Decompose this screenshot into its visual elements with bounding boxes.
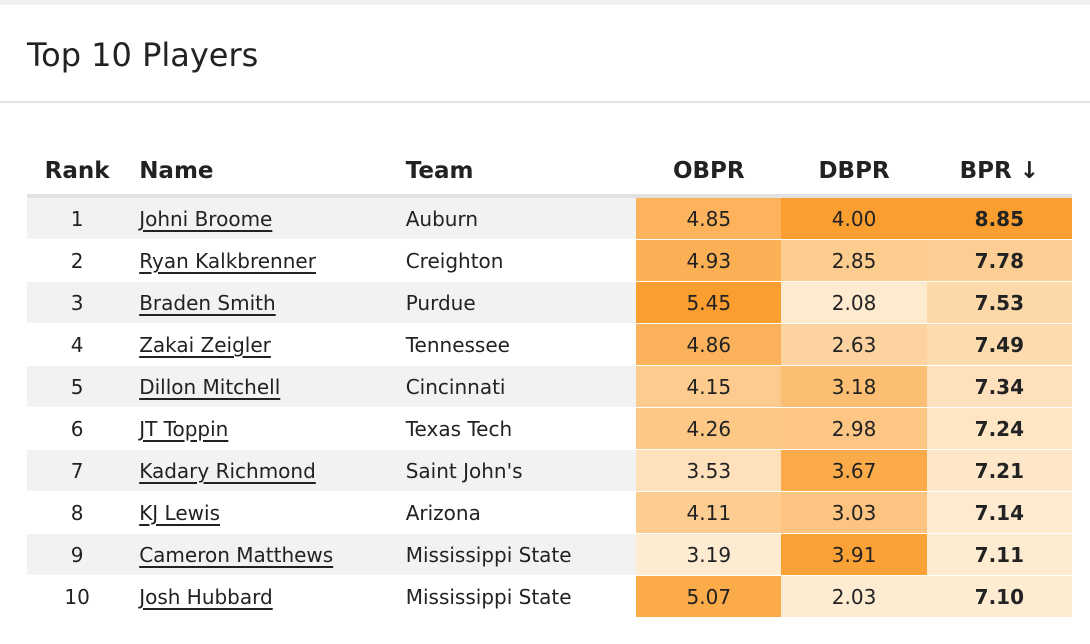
obpr-cell: 3.19: [636, 533, 782, 576]
rank-cell: 4: [27, 323, 128, 366]
name-cell: Johni Broome: [127, 196, 406, 240]
dbpr-cell: 2.03: [781, 575, 927, 618]
player-link[interactable]: Kadary Richmond: [139, 458, 316, 483]
name-cell: Kadary Richmond: [127, 449, 406, 492]
obpr-cell: 4.86: [636, 323, 782, 366]
bpr-cell: 7.10: [926, 575, 1072, 618]
player-link[interactable]: Zakai Zeigler: [139, 332, 271, 357]
table-row: 1 Johni Broome Auburn 4.85 4.00 8.85: [27, 196, 1072, 240]
dbpr-cell: 3.03: [781, 491, 927, 534]
team-cell: Saint John's: [405, 449, 637, 492]
obpr-cell: 4.85: [636, 196, 782, 240]
rank-cell: 9: [27, 533, 128, 576]
table-row: 9 Cameron Matthews Mississippi State 3.19 3.…: [27, 533, 1072, 576]
team-cell: Arizona: [405, 491, 637, 534]
rank-cell: 7: [27, 449, 128, 492]
column-header: Rank: [27, 148, 128, 198]
table-row: 4 Zakai Zeigler Tennessee 4.86 2.63 7.49: [27, 323, 1072, 366]
table-row: 7 Kadary Richmond Saint John's 3.53 3.67 7.21: [27, 449, 1072, 492]
rank-cell: 1: [27, 196, 128, 240]
name-cell: KJ Lewis: [127, 491, 406, 534]
team-cell: Purdue: [405, 281, 637, 324]
name-cell: Cameron Matthews: [127, 533, 406, 576]
title: Top 10 Players: [27, 36, 259, 74]
player-link[interactable]: Josh Hubbard: [139, 584, 273, 609]
player-link[interactable]: KJ Lewis: [139, 500, 220, 525]
bpr-cell: 8.85: [926, 196, 1072, 240]
name-cell: Ryan Kalkbrenner: [127, 239, 406, 282]
players-table: Rank Name Team OBPR DBPR BPR ↓ 1 Johni Broome A…: [27, 148, 1072, 618]
dbpr-cell: 2.98: [781, 407, 927, 450]
bpr-cell: 7.53: [926, 281, 1072, 324]
rank-cell: 3: [27, 281, 128, 324]
divider: [0, 101, 1090, 103]
team-cell: Texas Tech: [405, 407, 637, 450]
column-header: Team: [405, 148, 637, 198]
player-link[interactable]: Cameron Matthews: [139, 542, 334, 567]
obpr-cell: 4.93: [636, 239, 782, 282]
dbpr-cell: 3.18: [781, 365, 927, 408]
bpr-cell: 7.78: [926, 239, 1072, 282]
obpr-cell: 4.15: [636, 365, 782, 408]
obpr-cell: 3.53: [636, 449, 782, 492]
team-cell: Tennessee: [405, 323, 637, 366]
dbpr-cell: 2.08: [781, 281, 927, 324]
table-row: 3 Braden Smith Purdue 5.45 2.08 7.53: [27, 281, 1072, 324]
name-cell: Dillon Mitchell: [127, 365, 406, 408]
table-row: 2 Ryan Kalkbrenner Creighton 4.93 2.85 7.78: [27, 239, 1072, 282]
player-link[interactable]: Dillon Mitchell: [139, 374, 281, 399]
obpr-cell: 4.26: [636, 407, 782, 450]
name-cell: Josh Hubbard: [127, 575, 406, 618]
rank-cell: 8: [27, 491, 128, 534]
player-link[interactable]: JT Toppin: [139, 416, 229, 441]
team-cell: Cincinnati: [405, 365, 637, 408]
team-cell: Auburn: [405, 196, 637, 240]
bpr-cell: 7.11: [926, 533, 1072, 576]
table-row: 10 Josh Hubbard Mississippi State 5.07 2.03 7…: [27, 575, 1072, 618]
rank-cell: 6: [27, 407, 128, 450]
obpr-cell: 5.07: [636, 575, 782, 618]
team-cell: Creighton: [405, 239, 637, 282]
bpr-cell: 7.24: [926, 407, 1072, 450]
table-row: 5 Dillon Mitchell Cincinnati 4.15 3.18 7.34: [27, 365, 1072, 408]
player-link[interactable]: Braden Smith: [139, 290, 276, 315]
dbpr-cell: 2.63: [781, 323, 927, 366]
header-row: Rank Name Team OBPR DBPR BPR ↓: [27, 148, 1072, 198]
obpr-cell: 5.45: [636, 281, 782, 324]
rank-cell: 5: [27, 365, 128, 408]
column-header[interactable]: OBPR: [636, 148, 782, 198]
player-link[interactable]: Ryan Kalkbrenner: [139, 248, 316, 273]
bpr-cell: 7.34: [926, 365, 1072, 408]
team-cell: Mississippi State: [405, 575, 637, 618]
column-header: Name: [127, 148, 406, 198]
rank-cell: 2: [27, 239, 128, 282]
dbpr-cell: 3.91: [781, 533, 927, 576]
dbpr-cell: 2.85: [781, 239, 927, 282]
bpr-cell: 7.14: [926, 491, 1072, 534]
rank-cell: 10: [27, 575, 128, 618]
obpr-cell: 4.11: [636, 491, 782, 534]
table-body: 1 Johni Broome Auburn 4.85 4.00 8.85 2 Ryan Kal…: [27, 196, 1072, 618]
column-header[interactable]: DBPR: [781, 148, 927, 198]
bpr-cell: 7.21: [926, 449, 1072, 492]
team-cell: Mississippi State: [405, 533, 637, 576]
dbpr-cell: 4.00: [781, 196, 927, 240]
table-row: 8 KJ Lewis Arizona 4.11 3.03 7.14: [27, 491, 1072, 534]
name-cell: Zakai Zeigler: [127, 323, 406, 366]
player-link[interactable]: Johni Broome: [139, 206, 273, 231]
name-cell: Braden Smith: [127, 281, 406, 324]
table-row: 6 JT Toppin Texas Tech 4.26 2.98 7.24: [27, 407, 1072, 450]
name-cell: JT Toppin: [127, 407, 406, 450]
top-bar: [0, 0, 1090, 5]
bpr-cell: 7.49: [926, 323, 1072, 366]
column-header[interactable]: BPR ↓: [926, 148, 1072, 198]
dbpr-cell: 3.67: [781, 449, 927, 492]
